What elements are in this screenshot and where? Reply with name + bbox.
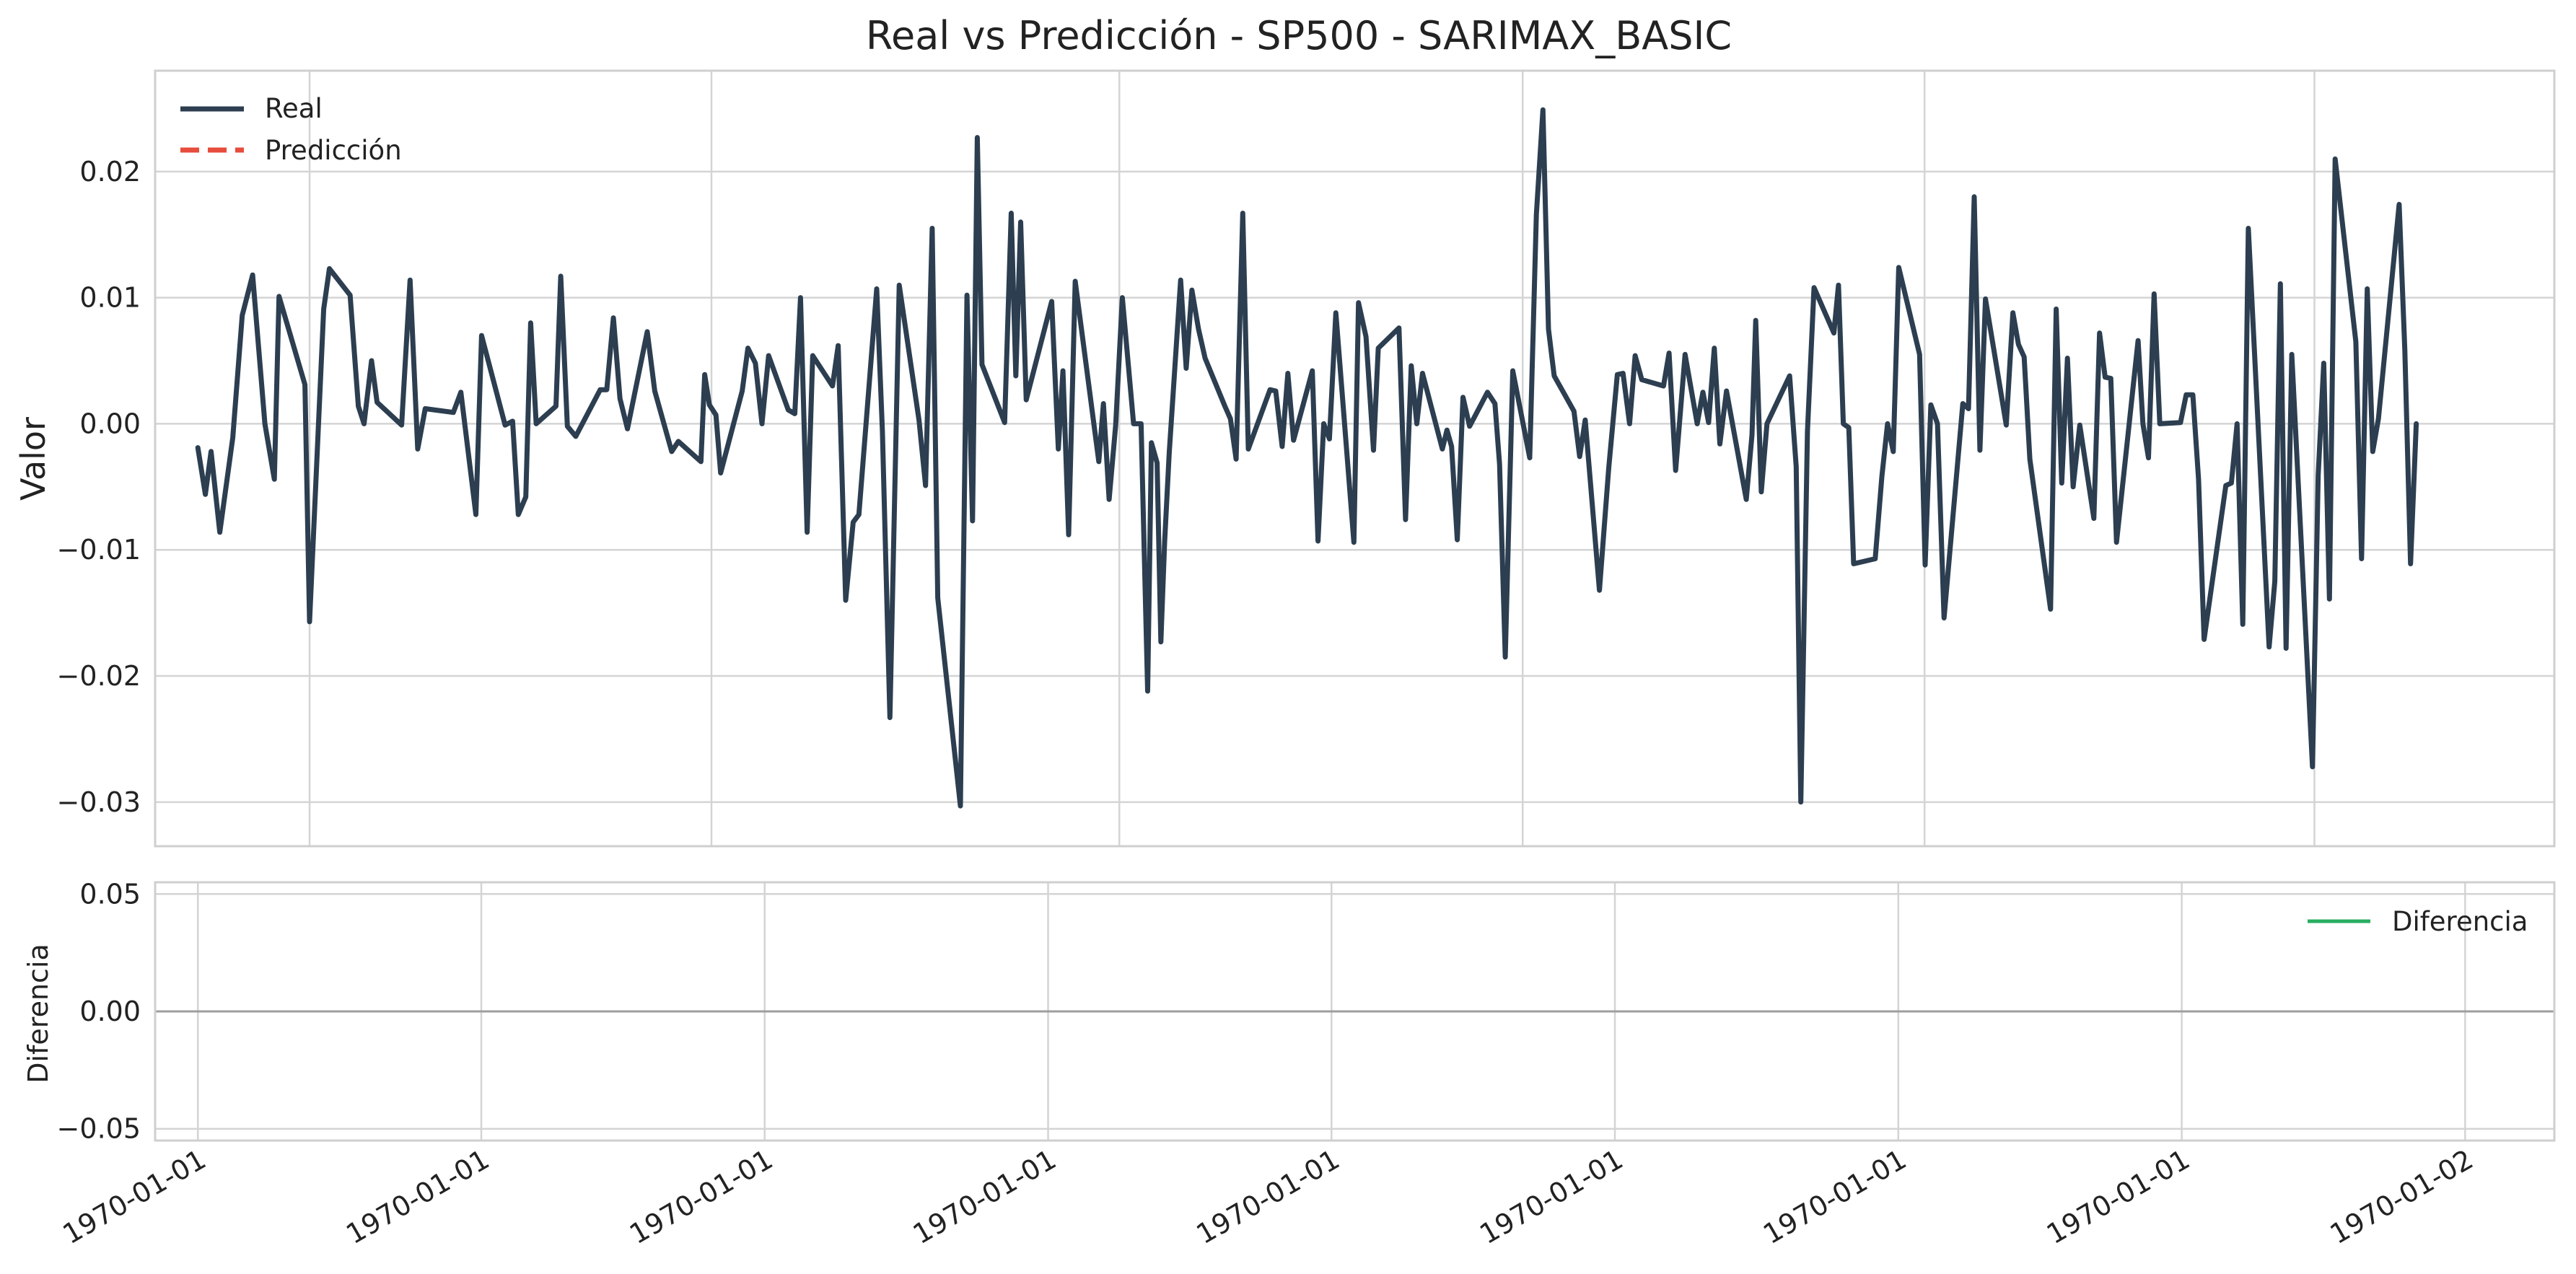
legend-label-real: Real bbox=[265, 93, 323, 124]
y-axis-label: Valor bbox=[14, 417, 53, 501]
main-legend: Real Predicción bbox=[180, 93, 402, 166]
difference-legend: Diferencia bbox=[2308, 906, 2528, 937]
main-chart-y-tick-label: 0.02 bbox=[79, 156, 141, 188]
difference-chart-y-tick-label: 0.05 bbox=[79, 878, 141, 910]
difference-chart-frame bbox=[154, 881, 2556, 1142]
main-chart-y-tick-label: 0.01 bbox=[79, 282, 141, 314]
difference-chart-y-tick-labels: −0.05 0.00 0.05 bbox=[57, 878, 141, 1144]
main-chart-y-tick-label: −0.03 bbox=[57, 786, 141, 818]
main-chart-y-tick-label: 0.00 bbox=[79, 408, 141, 439]
difference-chart-y-tick-label: 0.00 bbox=[79, 996, 141, 1027]
main-chart-y-tick-labels: −0.03 −0.02 −0.01 0.00 0.01 0.02 bbox=[57, 156, 141, 818]
main-chart-y-tick-label: −0.01 bbox=[57, 534, 141, 566]
main-chart-series bbox=[195, 107, 2419, 809]
legend-label-prediccion: Predicción bbox=[265, 135, 402, 166]
main-chart: Real vs Predicción - SP500 - SARIMAX_BAS… bbox=[14, 13, 2556, 848]
chart-title: Real vs Predicción - SP500 - SARIMAX_BAS… bbox=[866, 13, 1732, 58]
difference-y-axis-label: Diferencia bbox=[22, 944, 54, 1084]
main-chart-frame bbox=[154, 69, 2556, 848]
difference-chart-grid bbox=[155, 882, 2554, 1141]
series-line-real bbox=[195, 107, 2419, 809]
main-chart-y-tick-label: −0.02 bbox=[57, 660, 141, 692]
difference-chart-y-tick-label: −0.05 bbox=[57, 1113, 141, 1145]
legend-label-diferencia: Diferencia bbox=[2392, 906, 2528, 937]
